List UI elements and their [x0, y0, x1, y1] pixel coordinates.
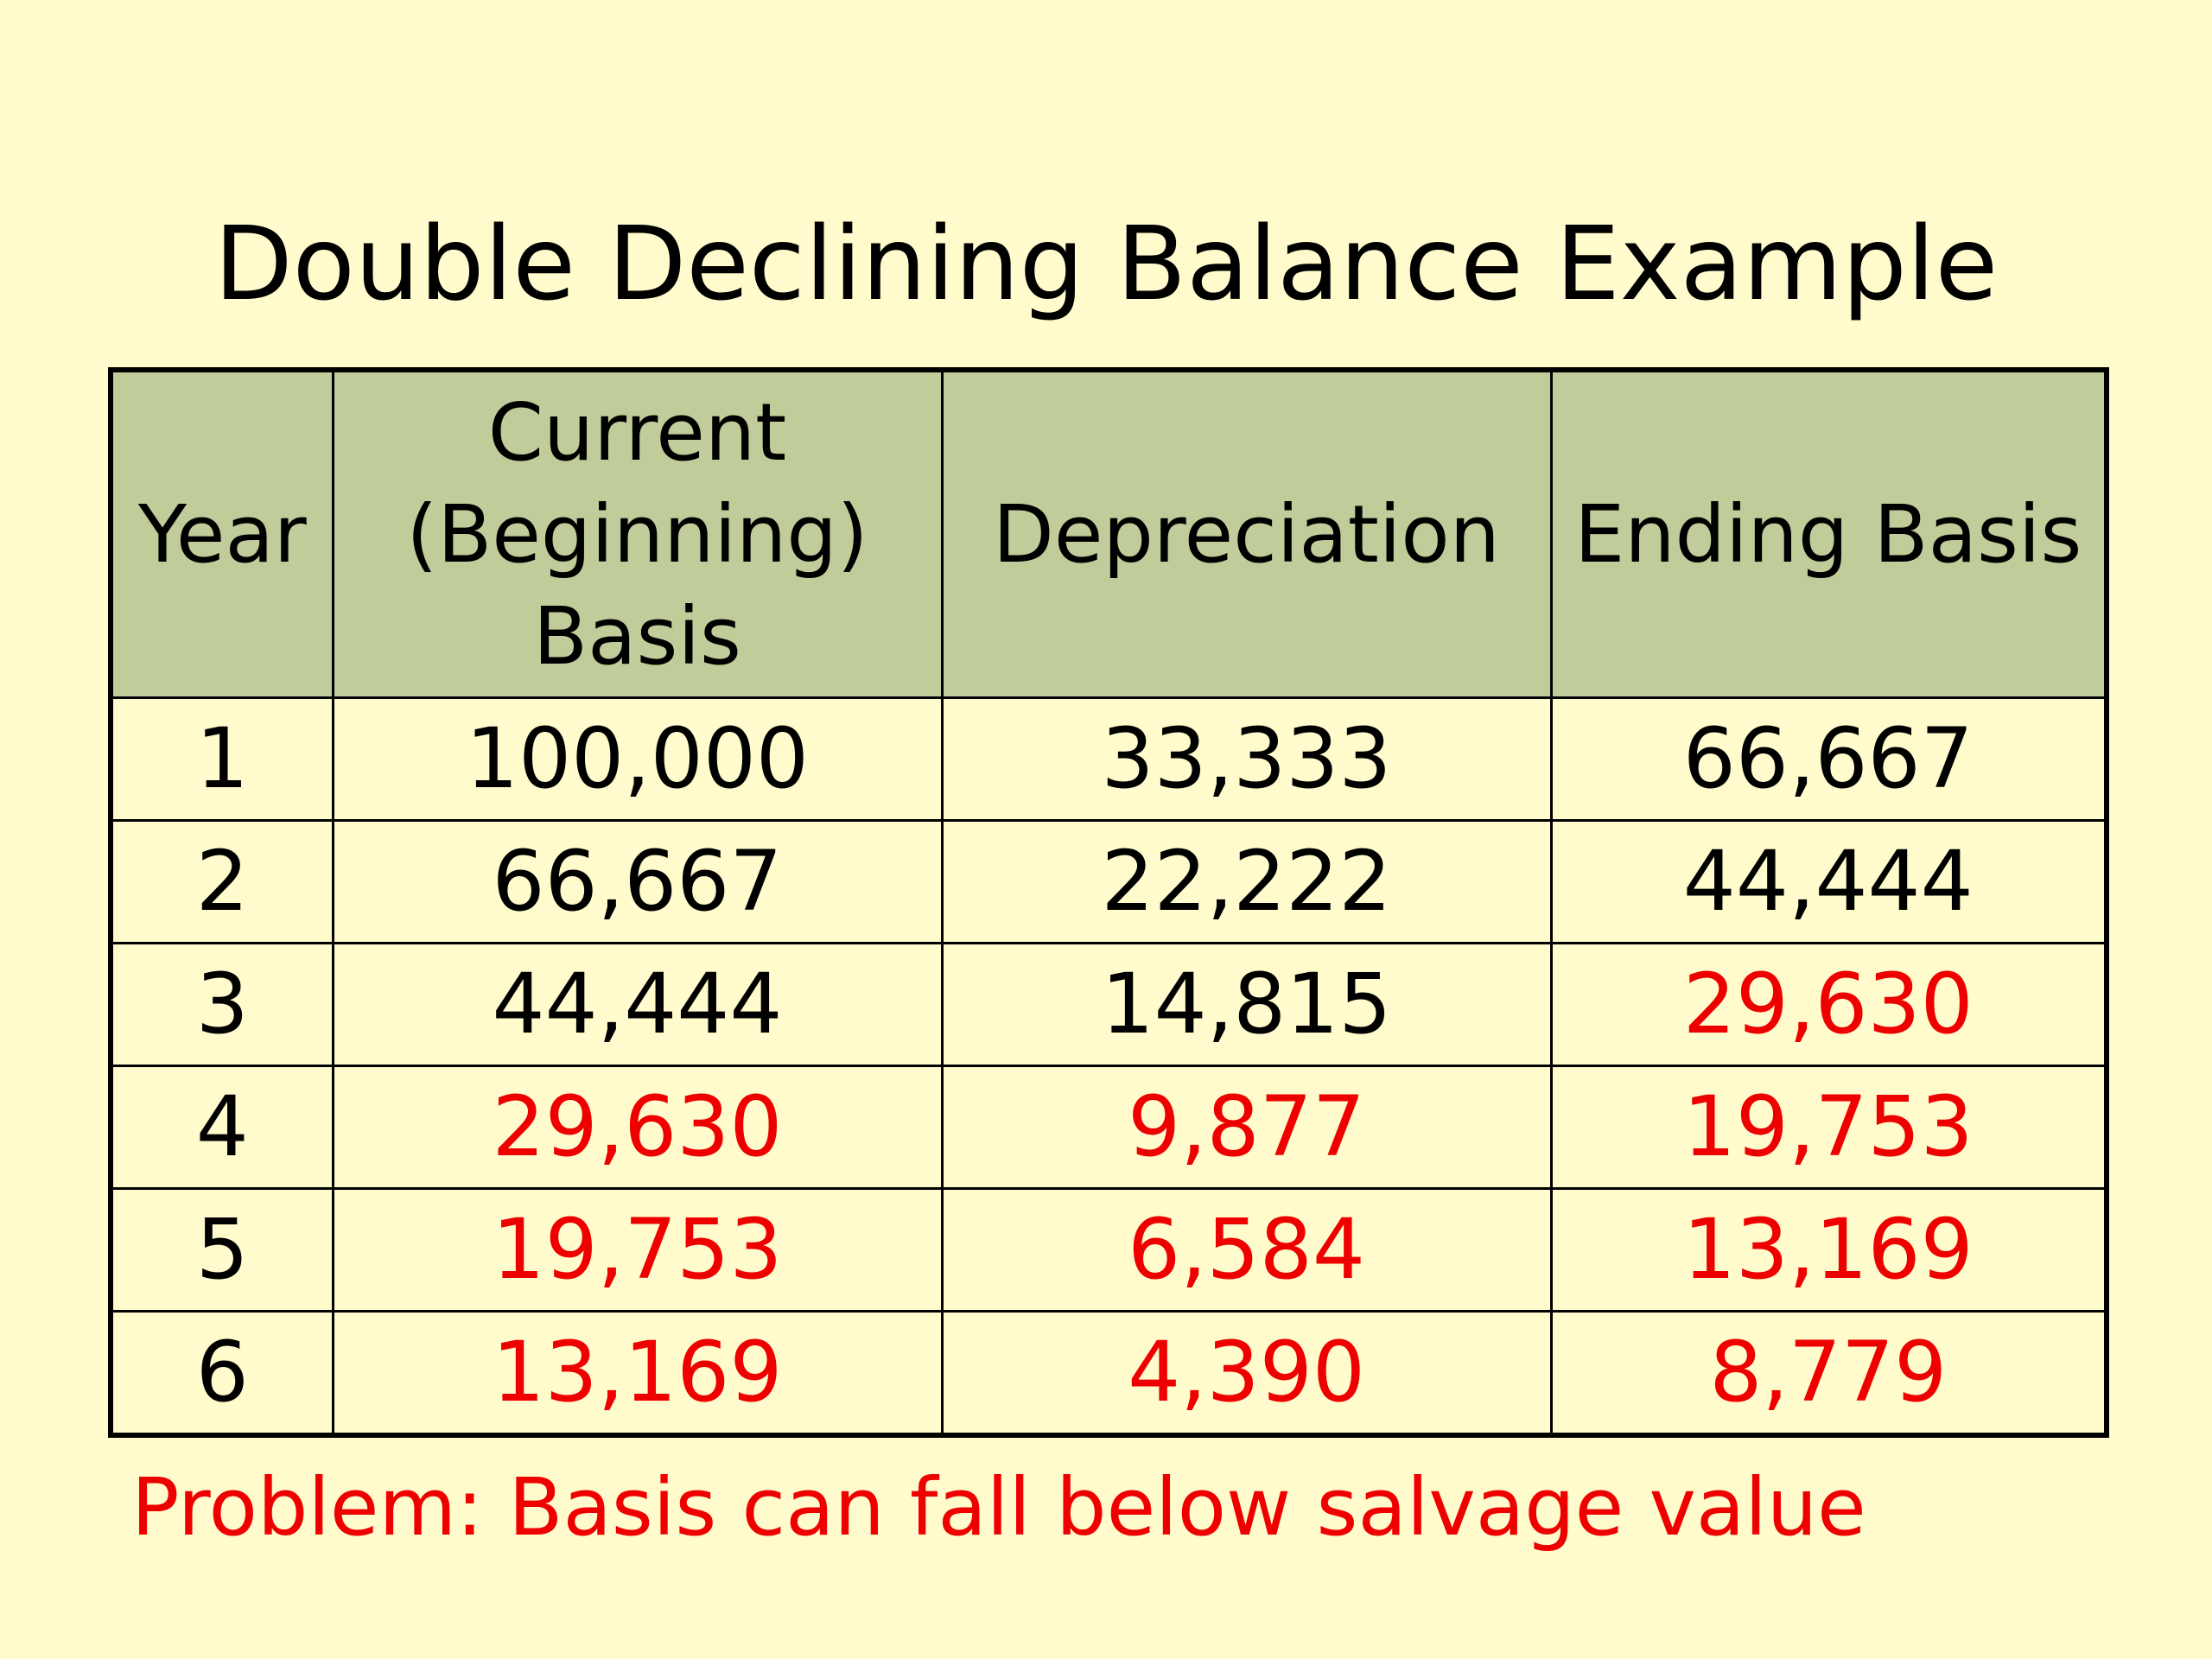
cell-year: 3 — [109, 942, 334, 1067]
table-row: 6 13,169 4,390 8,779 — [109, 1310, 2108, 1437]
header-depreciation: Depreciation — [940, 368, 1553, 699]
cell-ending-basis: 66,667 — [1549, 696, 2108, 822]
table-row: 5 19,753 6,584 13,169 — [109, 1187, 2108, 1313]
cell-ending-basis: 44,444 — [1549, 819, 2108, 944]
problem-note: Problem: Basis can fall below salvage va… — [131, 1461, 1866, 1554]
cell-year: 5 — [109, 1187, 334, 1313]
cell-current-basis: 29,630 — [331, 1065, 944, 1190]
header-year: Year — [109, 368, 334, 699]
cell-depreciation: 4,390 — [940, 1310, 1553, 1437]
cell-current-basis: 100,000 — [331, 696, 944, 822]
header-ending-basis: Ending Basis — [1549, 368, 2108, 699]
cell-depreciation: 33,333 — [940, 696, 1553, 822]
cell-depreciation: 22,222 — [940, 819, 1553, 944]
cell-ending-basis: 29,630 — [1549, 942, 2108, 1067]
cell-current-basis: 44,444 — [331, 942, 944, 1067]
slide-title: Double Declining Balance Example — [213, 204, 1999, 323]
table-row: 4 29,630 9,877 19,753 — [109, 1065, 2108, 1190]
header-current-basis: Current (Beginning) Basis — [331, 368, 944, 699]
cell-current-basis: 66,667 — [331, 819, 944, 944]
cell-current-basis: 13,169 — [331, 1310, 944, 1437]
cell-ending-basis: 8,779 — [1549, 1310, 2108, 1437]
table-row: 1 100,000 33,333 66,667 — [109, 696, 2108, 822]
cell-depreciation: 14,815 — [940, 942, 1553, 1067]
header-current-basis-line-1: Current — [487, 385, 787, 479]
cell-ending-basis: 13,169 — [1549, 1187, 2108, 1313]
header-current-basis-line-3: Basis — [533, 589, 741, 683]
cell-year: 1 — [109, 696, 334, 822]
cell-year: 2 — [109, 819, 334, 944]
header-current-basis-line-2: (Beginning) — [406, 487, 868, 581]
cell-current-basis: 19,753 — [331, 1187, 944, 1313]
cell-ending-basis: 19,753 — [1549, 1065, 2108, 1190]
cell-year: 6 — [109, 1310, 334, 1437]
header-row: Year Current (Beginning) Basis Depreciat… — [109, 368, 2108, 699]
depreciation-table: Year Current (Beginning) Basis Depreciat… — [108, 367, 2109, 1438]
cell-year: 4 — [109, 1065, 334, 1190]
cell-depreciation: 9,877 — [940, 1065, 1553, 1190]
cell-depreciation: 6,584 — [940, 1187, 1553, 1313]
table-row: 3 44,444 14,815 29,630 — [109, 942, 2108, 1067]
table-row: 2 66,667 22,222 44,444 — [109, 819, 2108, 944]
